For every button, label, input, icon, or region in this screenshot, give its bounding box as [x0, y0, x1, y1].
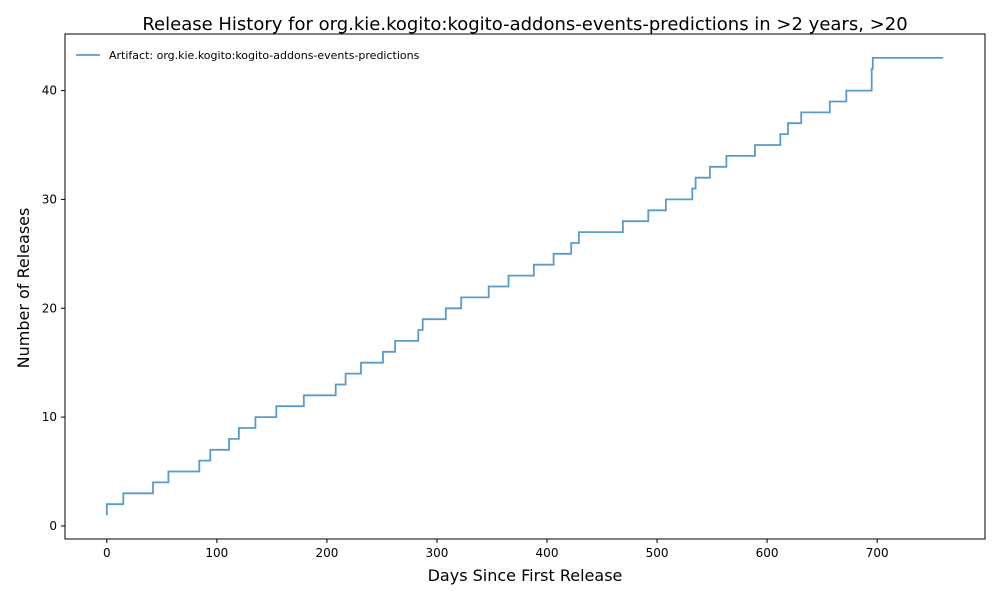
y-tick-label: 0	[49, 519, 57, 533]
axes: 0 100 200 300 400 500 600 700 0 10 20 30 40	[42, 84, 889, 560]
x-tick-label: 400	[536, 546, 559, 560]
x-tick-label: 0	[103, 546, 111, 560]
x-tick-label: 100	[205, 546, 228, 560]
legend: Artifact: org.kie.kogito:kogito-addons-e…	[76, 49, 420, 62]
x-tick-label: 500	[646, 546, 669, 560]
chart-title: Release History for org.kie.kogito:kogit…	[142, 14, 907, 35]
legend-label: Artifact: org.kie.kogito:kogito-addons-e…	[109, 49, 420, 62]
x-axis-label: Days Since First Release	[428, 566, 623, 585]
y-tick-label: 10	[42, 410, 57, 424]
x-tick-label: 300	[426, 546, 449, 560]
y-tick-label: 30	[42, 192, 57, 206]
y-tick-label: 20	[42, 301, 57, 315]
y-axis-label: Number of Releases	[14, 208, 33, 369]
x-tick-label: 600	[756, 546, 779, 560]
y-tick-label: 40	[42, 84, 57, 98]
series-layer	[105, 57, 944, 516]
plot-frame	[64, 33, 986, 540]
series-step-line	[105, 57, 944, 516]
x-tick-label: 700	[866, 546, 889, 560]
x-tick-label: 200	[315, 546, 338, 560]
